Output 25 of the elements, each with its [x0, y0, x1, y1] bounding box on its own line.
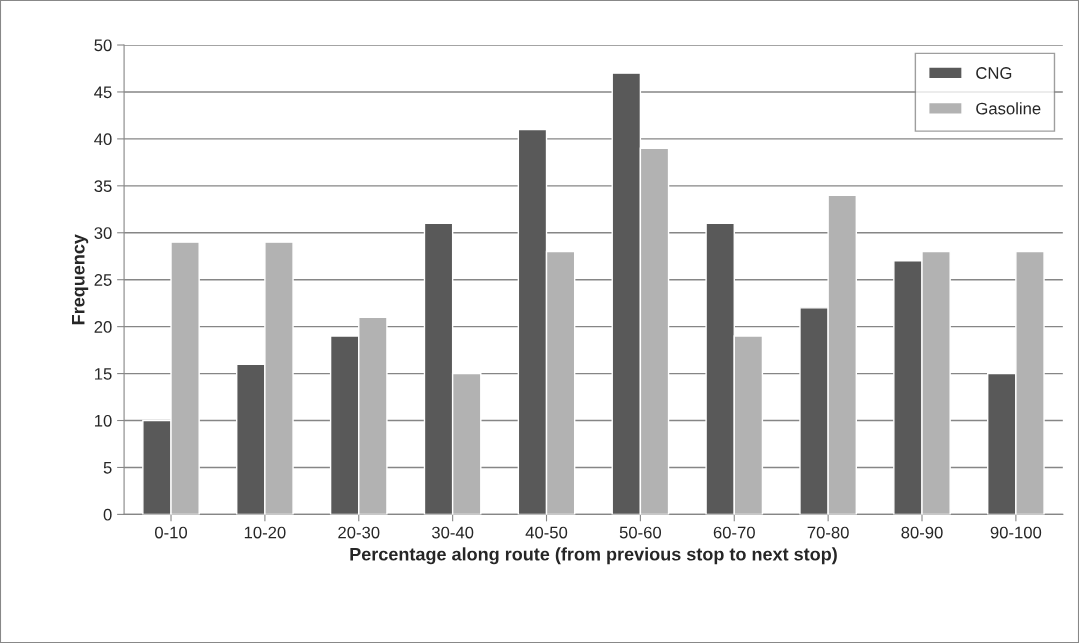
x-tick-label: 80-90: [901, 526, 943, 539]
x-tick-label: 20-30: [338, 526, 380, 539]
legend-label: CNG: [976, 67, 1012, 79]
y-axis-title: Frequency: [72, 234, 89, 325]
x-tick-label: 10-20: [244, 526, 286, 539]
y-tick-label: 25: [94, 274, 112, 286]
y-tick-label: 45: [94, 86, 112, 99]
y-tick-label: 20: [94, 321, 112, 333]
y-tick-label: 40: [94, 133, 112, 146]
x-tick-label: 90-100: [990, 526, 1042, 539]
y-tick-label: 10: [95, 414, 112, 427]
x-tick-label: 70-80: [807, 526, 849, 539]
y-tick-label: 15: [95, 368, 112, 380]
y-tick-label: 35: [94, 180, 112, 193]
x-axis-title: Percentage along route (from previous stop to next stop): [350, 547, 837, 565]
x-tick-label: 0-10: [155, 526, 188, 539]
legend-label: Gasoline: [976, 102, 1041, 115]
y-tick-label: 0: [103, 508, 112, 521]
x-tick-label: 60-70: [713, 526, 755, 539]
x-tick-label: 50-60: [619, 526, 662, 539]
x-tick-label: 40-50: [525, 526, 568, 539]
x-tick-label: 30-40: [431, 526, 474, 539]
y-tick-label: 50: [94, 39, 112, 52]
y-tick-label: 5: [103, 462, 112, 474]
y-tick-label: 30: [94, 227, 112, 239]
